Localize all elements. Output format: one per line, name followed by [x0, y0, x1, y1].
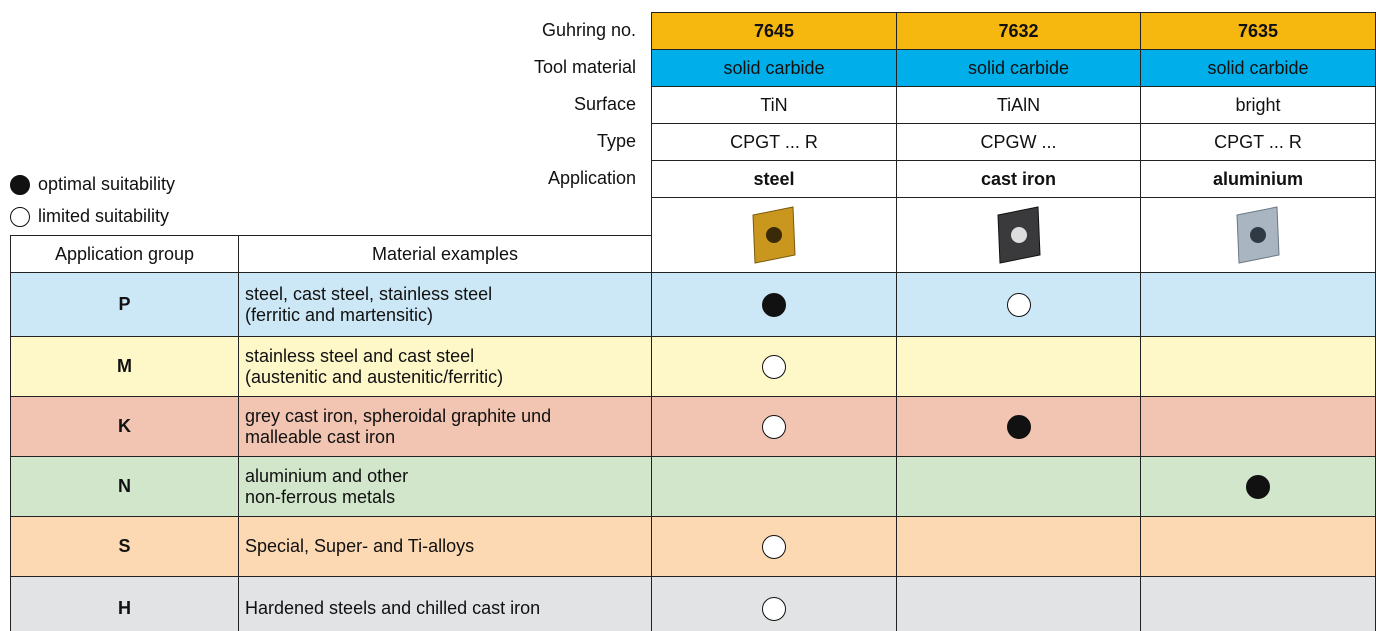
- suitability-optimal: [1007, 415, 1031, 439]
- material-line: steel, cast steel, stainless steel: [245, 284, 492, 305]
- suitability-cell: [1140, 576, 1376, 631]
- material-cell: Special, Super- and Ti-alloys: [238, 516, 652, 577]
- suitability-optimal: [762, 293, 786, 317]
- legend-item: optimal suitability: [10, 174, 175, 195]
- material-line: aluminium and other: [245, 466, 408, 487]
- suitability-cell: [896, 336, 1141, 397]
- suitability-cell: [1140, 396, 1376, 457]
- group-cell: K: [10, 396, 239, 457]
- suitability-cell: [1140, 272, 1376, 337]
- suitability-cell: [651, 576, 897, 631]
- suitability-cell: [651, 336, 897, 397]
- header-cell: TiN: [651, 86, 897, 124]
- column-header: Material examples: [238, 235, 652, 273]
- group-cell: M: [10, 336, 239, 397]
- material-line: Special, Super- and Ti-alloys: [245, 536, 474, 557]
- header-cell: CPGT ... R: [651, 123, 897, 161]
- insert-image: [1233, 205, 1283, 265]
- header-cell: 7635: [1140, 12, 1376, 50]
- row-label: Type: [597, 131, 636, 152]
- material-line: malleable cast iron: [245, 427, 395, 448]
- header-cell: solid carbide: [896, 49, 1141, 87]
- suitability-cell: [651, 456, 897, 517]
- suitability-limited: [762, 415, 786, 439]
- row-label: Tool material: [534, 57, 636, 78]
- header-cell: 7645: [651, 12, 897, 50]
- header-cell: steel: [651, 160, 897, 198]
- header-cell: solid carbide: [651, 49, 897, 87]
- header-cell: solid carbide: [1140, 49, 1376, 87]
- suitability-cell: [1140, 516, 1376, 577]
- suitability-cell: [896, 576, 1141, 631]
- suitability-cell: [896, 456, 1141, 517]
- suitability-cell: [896, 396, 1141, 457]
- insert-image-cell: [651, 197, 897, 273]
- material-cell: steel, cast steel, stainless steel(ferri…: [238, 272, 652, 337]
- suitability-cell: [1140, 456, 1376, 517]
- insert-image: [994, 205, 1044, 265]
- legend-text: limited suitability: [38, 206, 169, 227]
- suitability-cell: [896, 516, 1141, 577]
- material-cell: Hardened steels and chilled cast iron: [238, 576, 652, 631]
- legend-item: limited suitability: [10, 206, 169, 227]
- suitability-limited: [762, 597, 786, 621]
- header-cell: TiAlN: [896, 86, 1141, 124]
- material-line: grey cast iron, spheroidal graphite und: [245, 406, 551, 427]
- legend-symbol: [10, 207, 30, 227]
- material-line: non-ferrous metals: [245, 487, 395, 508]
- material-line: stainless steel and cast steel: [245, 346, 474, 367]
- header-cell: bright: [1140, 86, 1376, 124]
- header-cell: CPGW ...: [896, 123, 1141, 161]
- suitability-cell: [651, 396, 897, 457]
- legend-symbol: [10, 175, 30, 195]
- legend-text: optimal suitability: [38, 174, 175, 195]
- suitability-limited: [1007, 293, 1031, 317]
- insert-image: [749, 205, 799, 265]
- row-label: Application: [548, 168, 636, 189]
- suitability-limited: [762, 355, 786, 379]
- column-header: Application group: [10, 235, 239, 273]
- page: Guhring no. 764576327635 Tool material soli…: [0, 0, 1376, 631]
- header-cell: CPGT ... R: [1140, 123, 1376, 161]
- group-cell: S: [10, 516, 239, 577]
- material-line: (austenitic and austenitic/ferritic): [245, 367, 503, 388]
- suitability-cell: [651, 272, 897, 337]
- material-line: (ferritic and martensitic): [245, 305, 433, 326]
- material-line: Hardened steels and chilled cast iron: [245, 598, 540, 619]
- row-label: Surface: [574, 94, 636, 115]
- suitability-cell: [651, 516, 897, 577]
- group-cell: N: [10, 456, 239, 517]
- suitability-limited: [762, 535, 786, 559]
- group-cell: P: [10, 272, 239, 337]
- material-cell: stainless steel and cast steel(austeniti…: [238, 336, 652, 397]
- header-cell: cast iron: [896, 160, 1141, 198]
- suitability-optimal: [1246, 475, 1270, 499]
- group-cell: H: [10, 576, 239, 631]
- header-cell: aluminium: [1140, 160, 1376, 198]
- insert-image-cell: [1140, 197, 1376, 273]
- row-label: Guhring no.: [542, 20, 636, 41]
- suitability-cell: [896, 272, 1141, 337]
- insert-image-cell: [896, 197, 1141, 273]
- header-cell: 7632: [896, 12, 1141, 50]
- suitability-cell: [1140, 336, 1376, 397]
